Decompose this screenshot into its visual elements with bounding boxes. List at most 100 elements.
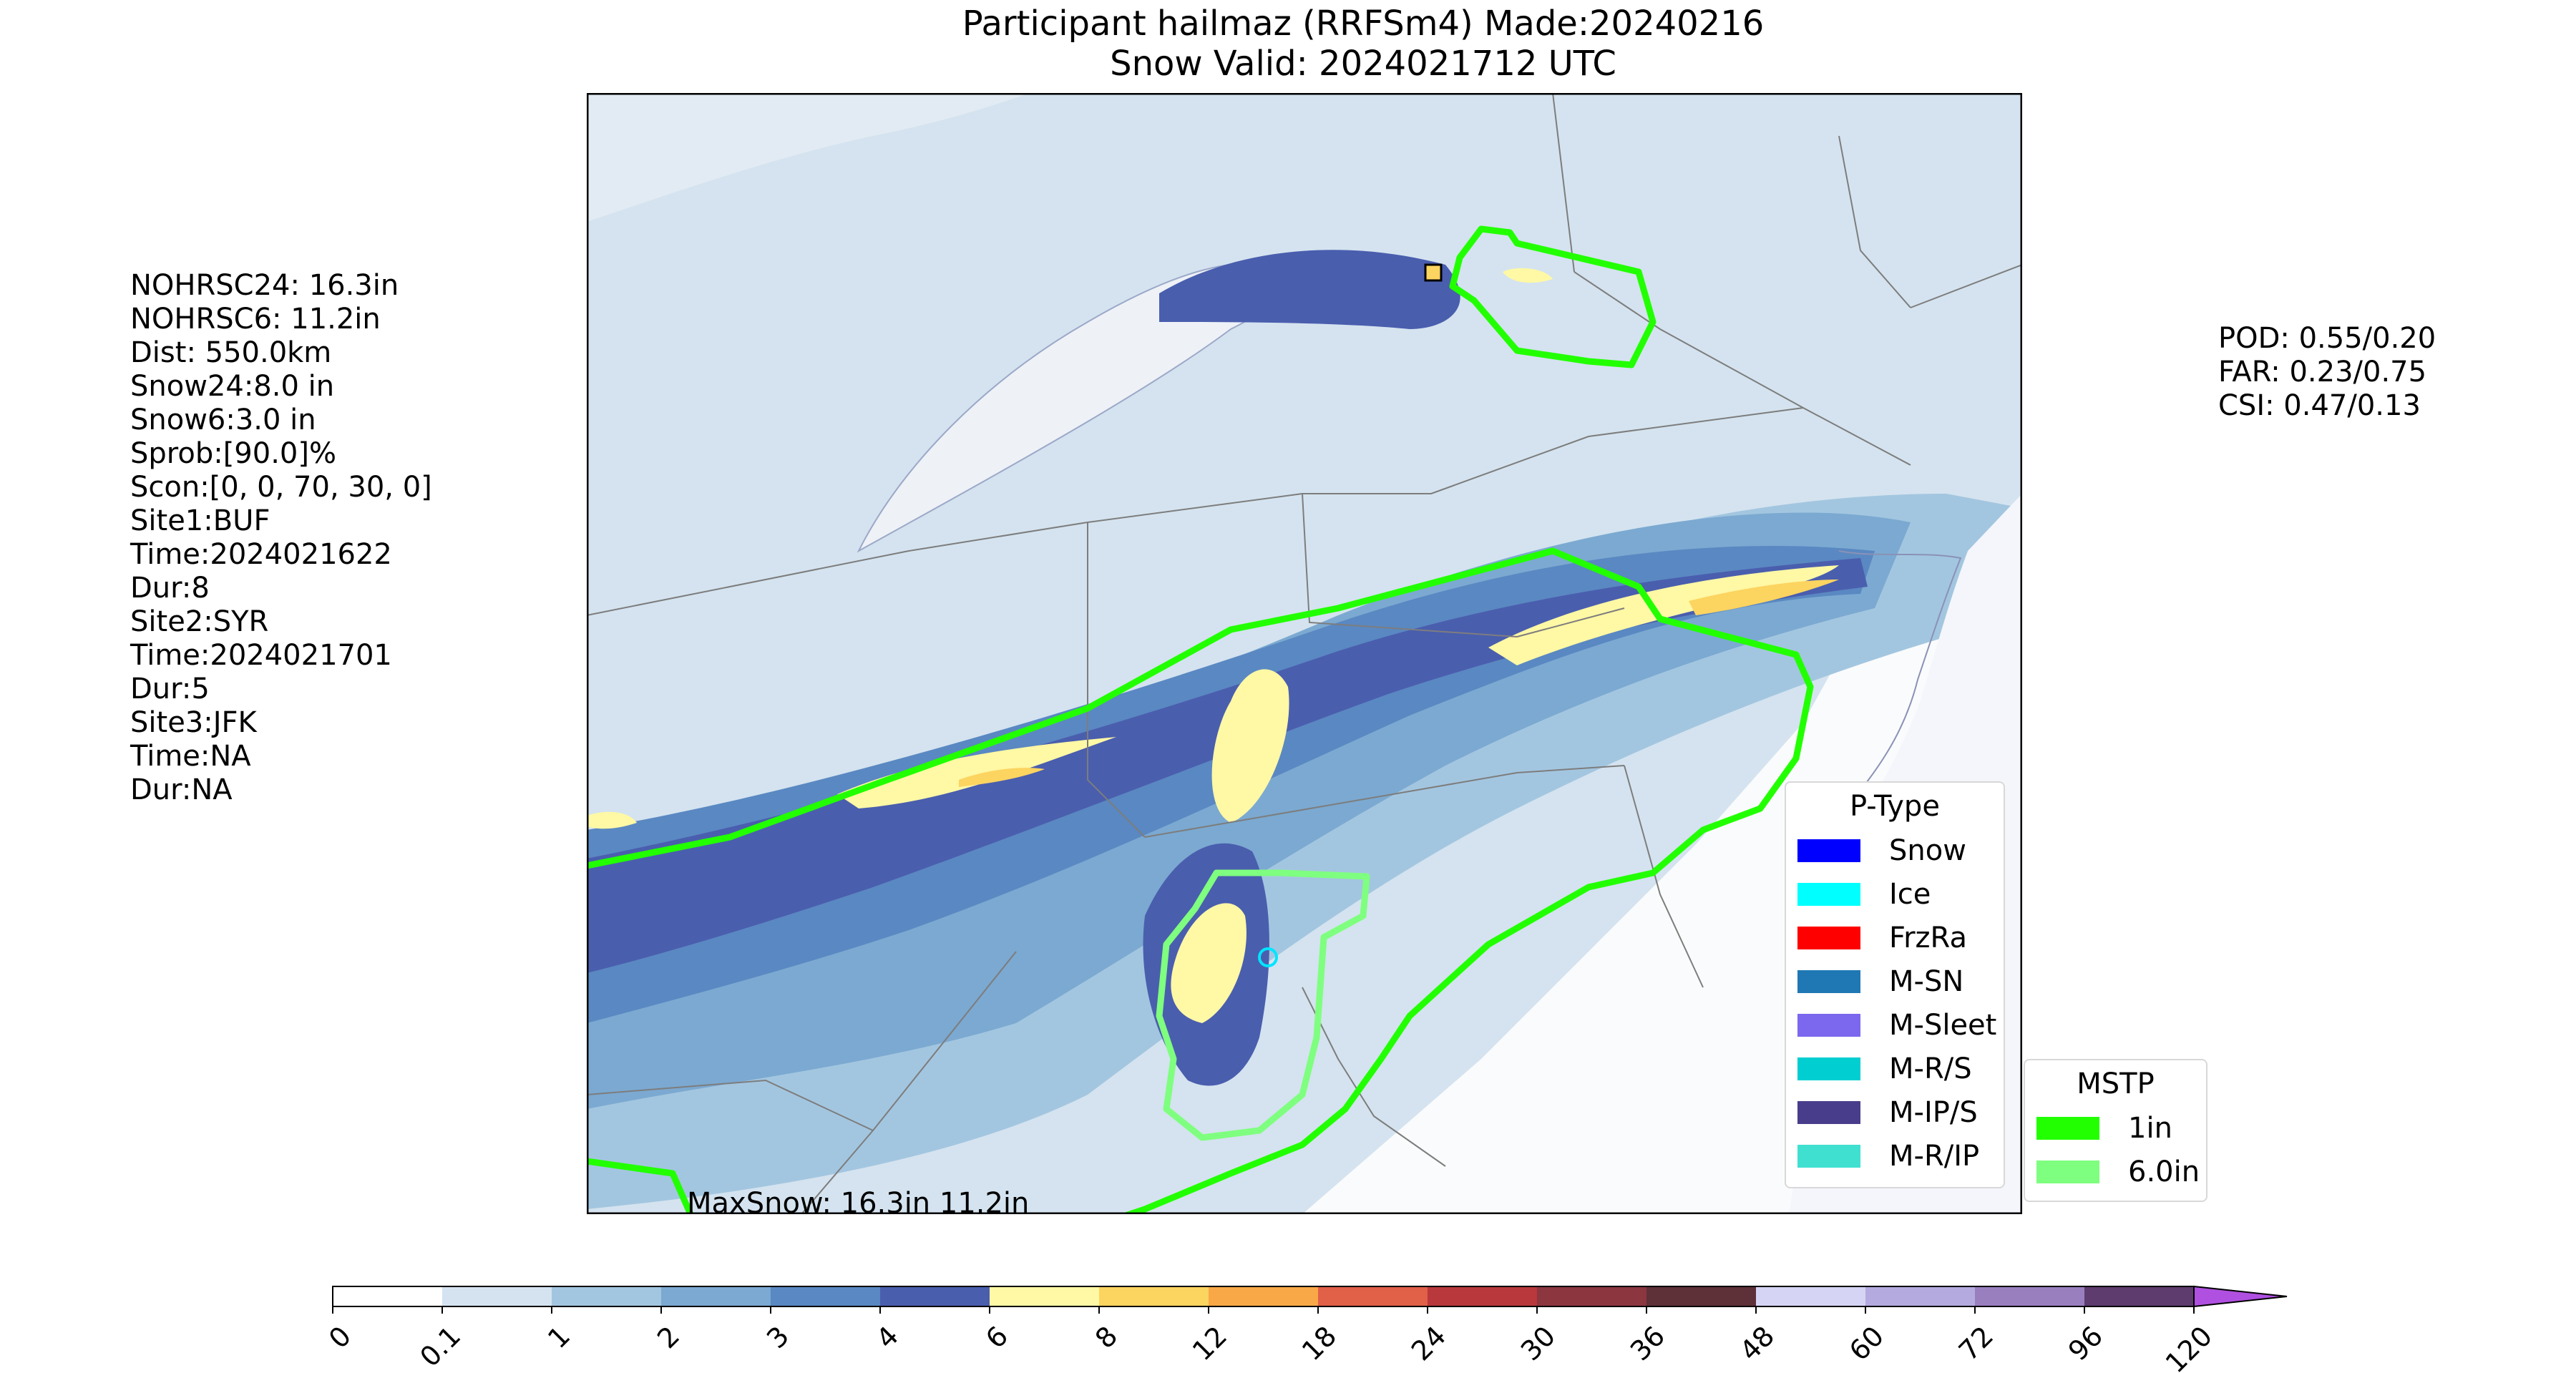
snow-core-6in-c [1171,903,1246,1023]
ptype-legend-title: P-Type [1850,790,1940,823]
snow-band-north [1159,250,1460,329]
legend-label: M-R/IP [1889,1139,1980,1173]
colorbar-segment [1099,1286,1209,1306]
mstp-legend: MSTP 1in 6.0in [2024,1059,2207,1202]
snow-core-6in-d [837,737,1116,808]
legend-item: M-Sleet [1786,1003,2004,1047]
observation-site-marker [1424,263,1443,282]
legend-item: M-R/IP [1786,1134,2004,1178]
colorbar-tick-label: 24 [1405,1320,1452,1367]
legend-swatch [1797,1144,1860,1168]
legend-label: 6.0in [2128,1155,2200,1188]
colorbar-tick-label: 6 [980,1320,1014,1354]
legend-swatch [2036,1116,2099,1140]
colorbar-tick-label: 120 [2160,1320,2218,1373]
colorbar-segment [771,1286,880,1306]
stat-line: Dist: 550.0km [130,336,332,369]
snow-core-6in-b [1211,669,1289,823]
legend-label: M-SN [1889,964,1964,998]
legend-swatch [1797,1057,1860,1080]
colorbar-tick-label: 2 [651,1320,686,1354]
forecast-point-marker [1258,947,1278,967]
colorbar-tick-label: 36 [1624,1320,1671,1367]
mstp-6in-contour [1156,869,1370,1141]
colorbar-segment [552,1286,661,1306]
legend-swatch [1797,1100,1860,1124]
colorbar-segment [2084,1286,2194,1306]
legend-item: 1in [2025,1106,2206,1150]
score-line: FAR: 0.23/0.75 [2218,356,2427,389]
stat-line: Dur:NA [130,773,233,806]
legend-label: FrzRa [1889,921,1967,954]
stat-line: Scon:[0, 0, 70, 30, 0] [130,471,432,504]
score-line: POD: 0.55/0.20 [2218,322,2436,355]
lake-erie [587,93,1030,222]
colorbar-segment [1209,1286,1318,1306]
snow-band-4in [587,558,1868,973]
stat-line: NOHRSC24: 16.3in [130,269,399,302]
colorbar-segment [1318,1286,1428,1306]
stat-line: Site2:SYR [130,605,269,638]
legend-label: Ice [1889,877,1931,911]
colorbar-tick-label: 18 [1296,1320,1342,1367]
stat-line: Dur:5 [130,673,210,705]
legend-item: M-R/S [1786,1047,2004,1090]
mstp-1in-contour-north [1449,225,1657,368]
colorbar-segment [1975,1286,2084,1306]
snow-core-6in-f [587,811,637,829]
legend-swatch [1797,969,1860,993]
stat-line: Sprob:[90.0]% [130,437,336,470]
legend-item: M-IP/S [1786,1090,2004,1134]
legend-item: M-SN [1786,959,2004,1003]
stat-line: Dur:8 [130,572,210,605]
colorbar-tick-label: 0.1 [414,1320,467,1373]
stat-line: Snow6:3.0 in [130,404,316,436]
snow-core-8in-b [959,768,1045,787]
map-title: Participant hailmaz (RRFSm4) Made:202402… [962,4,1765,44]
snow-core-8in [1689,580,1839,615]
colorbar-segment [990,1286,1099,1306]
legend-swatch [1797,882,1860,906]
stat-line: NOHRSC6: 11.2in [130,303,381,336]
snowfall-colorbar: 0 0.1 1 2 3 4 6 8 12 18 24 30 36 48 60 72 96 120 [323,1285,2288,1373]
legend-label: M-Sleet [1889,1008,1997,1042]
legend-swatch [2036,1160,2099,1183]
legend-swatch [1797,1013,1860,1037]
stats-panel: NOHRSC24: 16.3in NOHRSC6: 11.2in Dist: 550… [130,269,432,807]
legend-item: Ice [1786,872,2004,916]
colorbar-segment [1428,1286,1537,1306]
scores-panel: POD: 0.55/0.20 FAR: 0.23/0.75 CSI: 0.47/0.… [2218,322,2436,423]
legend-swatch [1797,926,1860,949]
legend-item: 6.0in [2025,1150,2206,1193]
legend-label: M-R/S [1889,1052,1972,1085]
colorbar-segment [1756,1286,1865,1306]
colorbar-tick-label: 0 [323,1320,357,1354]
legend-label: M-IP/S [1889,1095,1978,1129]
snow-core-6in-e [1503,268,1553,283]
ptype-legend: P-Type Snow Ice FrzRa M-SN M-Sleet M-R/S M-IP/… [1785,781,2005,1188]
stat-line: Time:2024021701 [130,639,392,672]
colorbar-tick-label: 72 [1953,1320,1999,1367]
colorbar-tick-label: 8 [1089,1320,1123,1354]
colorbar-tick-label: 3 [761,1320,795,1354]
max-snow-annotation: MaxSnow: 16.3in 11.2in [687,1187,1029,1214]
mstp-legend-title: MSTP [2077,1067,2155,1100]
score-line: CSI: 0.47/0.13 [2218,389,2421,422]
colorbar-tick-label: 60 [1843,1320,1890,1367]
stat-line: Snow24:8.0 in [130,370,335,403]
colorbar-segment [333,1286,442,1306]
colorbar-tick-label: 96 [2062,1320,2109,1367]
legend-label: Snow [1889,834,1966,867]
colorbar-extend-arrow [2193,1285,2288,1308]
mstp-1in-contour [587,547,1814,1214]
stat-line: Site3:JFK [130,706,257,739]
colorbar-segment [880,1286,990,1306]
colorbar-segment [661,1286,771,1306]
mstp-1in-contour-sw [587,1158,694,1214]
colorbar-segment [1646,1286,1756,1306]
colorbar-segment [1865,1286,1975,1306]
legend-item: Snow [1786,829,2004,872]
legend-item: FrzRa [1786,916,2004,959]
state-borders [587,93,2022,1214]
stat-line: Time:2024021622 [130,538,392,571]
